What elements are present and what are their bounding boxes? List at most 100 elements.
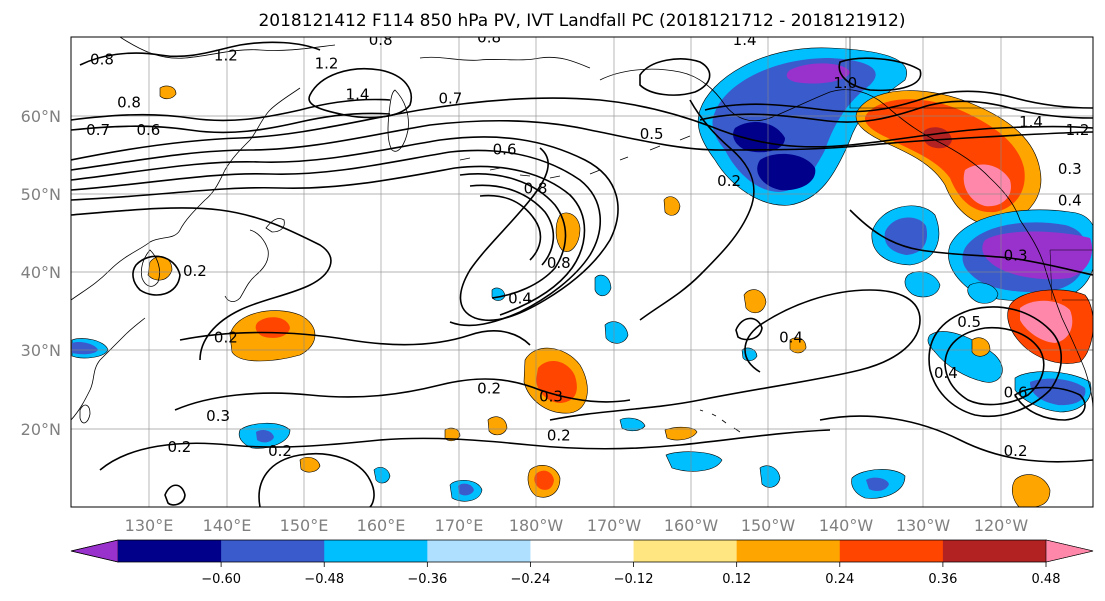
contour-label: 1.4 [733, 31, 757, 49]
longitude-labels: 130°E 140°E 150°E 160°E 170°E 180°W 170°… [125, 516, 1029, 535]
kamchatka-coastline [387, 89, 409, 152]
taiwan-coastline [79, 404, 91, 424]
lon-label-180w: 180°W [509, 516, 564, 535]
negative-anomaly-region [866, 477, 889, 492]
pv-contour [469, 184, 555, 266]
negative-anomaly-region [733, 122, 785, 153]
lon-label-170w: 170°W [587, 516, 642, 535]
colorbar-bin [324, 540, 428, 562]
contour-label: 0.4 [508, 289, 532, 307]
pv-contour [132, 255, 181, 296]
lon-label-160w: 160°W [664, 516, 719, 535]
colorbar-bin [118, 540, 222, 562]
negative-anomaly-region [982, 231, 1093, 280]
contour-label: 0.8 [524, 180, 548, 198]
lon-label-130e: 130°E [125, 516, 174, 535]
contour-label: 0.4 [1058, 191, 1082, 209]
pv-contours [71, 41, 1093, 507]
colorbar-bins [70, 539, 1094, 563]
lat-label-50n: 50°N [21, 185, 61, 204]
colorbar-extend-high [1045, 539, 1094, 563]
colorbar-bin [736, 540, 841, 562]
contour-label: 0.5 [957, 313, 981, 331]
negative-anomaly-region [759, 465, 781, 488]
positive-anomaly-region [534, 470, 554, 490]
negative-anomaly-region [594, 274, 612, 297]
colorbar-bin [530, 540, 635, 562]
colorbar-tick-label: 0.24 [825, 572, 854, 587]
contour-label: 0.6 [493, 141, 517, 159]
lon-label-130w: 130°W [896, 516, 951, 535]
negative-anomaly-region [757, 153, 816, 191]
alaska-coastline [599, 68, 1021, 221]
positive-anomaly-region [299, 457, 321, 473]
pv-contour [99, 429, 831, 471]
pv-contour [699, 100, 1093, 123]
contour-label: 0.8 [369, 31, 393, 49]
colorbar-tick-label: −0.12 [614, 572, 654, 587]
positive-anomaly-region [487, 416, 508, 436]
positive-anomaly-region [555, 212, 581, 252]
contour-label: 0.7 [86, 121, 110, 139]
pv-contour [71, 165, 586, 316]
pv-contour [639, 58, 711, 96]
contour-label: 0.2 [547, 426, 571, 444]
pv-contour [71, 120, 1093, 171]
contour-label: 0.6 [1004, 383, 1028, 401]
map-panel: 0.8 1.2 0.8 0.8 1.4 1.2 1.4 0.8 0.6 0.7 0.7 0.6 0.5 0… [21, 28, 1094, 535]
negative-anomaly-region [904, 271, 941, 298]
figure-title: 2018121412 F114 850 hPa PV, IVT Landfall… [258, 11, 905, 31]
japan-coastline [224, 229, 269, 302]
asia-coastline [71, 317, 146, 421]
pv-contour [838, 57, 922, 92]
negative-anomaly-region [1030, 378, 1086, 406]
pv-contour [71, 97, 1093, 161]
contour-labels: 0.8 1.2 0.8 0.8 1.4 1.2 1.4 0.8 0.6 0.7 0.7 0.6 0.5 0… [86, 28, 1089, 460]
lat-label-60n: 60°N [21, 107, 61, 126]
colorbar-tick-label: 0.36 [928, 572, 957, 587]
pv-contour [71, 136, 619, 322]
colorbar-ticks: −0.60 −0.48 −0.36 −0.24 −0.12 0.12 0.24 0.36 0.4… [201, 562, 1060, 587]
pv-contour [549, 289, 921, 421]
pv-contour [819, 415, 1093, 463]
colorbar: −0.60 −0.48 −0.36 −0.24 −0.12 0.12 0.24 0.36 0.4… [70, 539, 1094, 587]
contour-label: 0.6 [136, 121, 160, 139]
pv-contour [79, 41, 321, 66]
pv-contour [179, 330, 531, 346]
lat-label-20n: 20°N [21, 420, 61, 439]
contour-label: 0.8 [477, 28, 501, 46]
lon-label-150w: 150°W [741, 516, 796, 535]
pv-contour [308, 67, 412, 119]
colorbar-tick-label: −0.60 [201, 572, 241, 587]
contour-label: 0.2 [167, 438, 191, 456]
aleutian-islands [459, 135, 691, 179]
positive-anomaly-region [789, 337, 807, 354]
shading-layer [71, 47, 1093, 507]
lon-label-170e: 170°E [435, 516, 484, 535]
contour-label: 1.4 [1019, 113, 1043, 131]
positive-anomaly-region [963, 164, 1011, 207]
negative-anomaly-region [967, 282, 999, 304]
pv-contour [928, 306, 1062, 418]
pv-contour [735, 317, 763, 341]
positive-anomaly-region [743, 289, 767, 314]
positive-anomaly-region [664, 426, 698, 441]
colorbar-bin [633, 540, 738, 562]
colorbar-bin [942, 540, 1047, 562]
pv-contour [704, 90, 1093, 113]
colorbar-bin [221, 540, 325, 562]
pv-contour [459, 173, 567, 299]
negative-anomaly-region [604, 321, 629, 344]
pv-contour [71, 98, 391, 122]
lat-label-30n: 30°N [21, 341, 61, 360]
lat-label-40n: 40°N [21, 263, 61, 282]
map-border [70, 36, 1094, 508]
contour-label: 0.8 [90, 50, 114, 68]
contour-label: 0.2 [477, 379, 501, 397]
contour-label: 0.2 [1004, 442, 1028, 460]
contour-label: 0.2 [183, 262, 207, 280]
lon-label-150e: 150°E [280, 516, 329, 535]
negative-anomaly-region [665, 451, 723, 472]
colorbar-extend-low [70, 539, 119, 563]
